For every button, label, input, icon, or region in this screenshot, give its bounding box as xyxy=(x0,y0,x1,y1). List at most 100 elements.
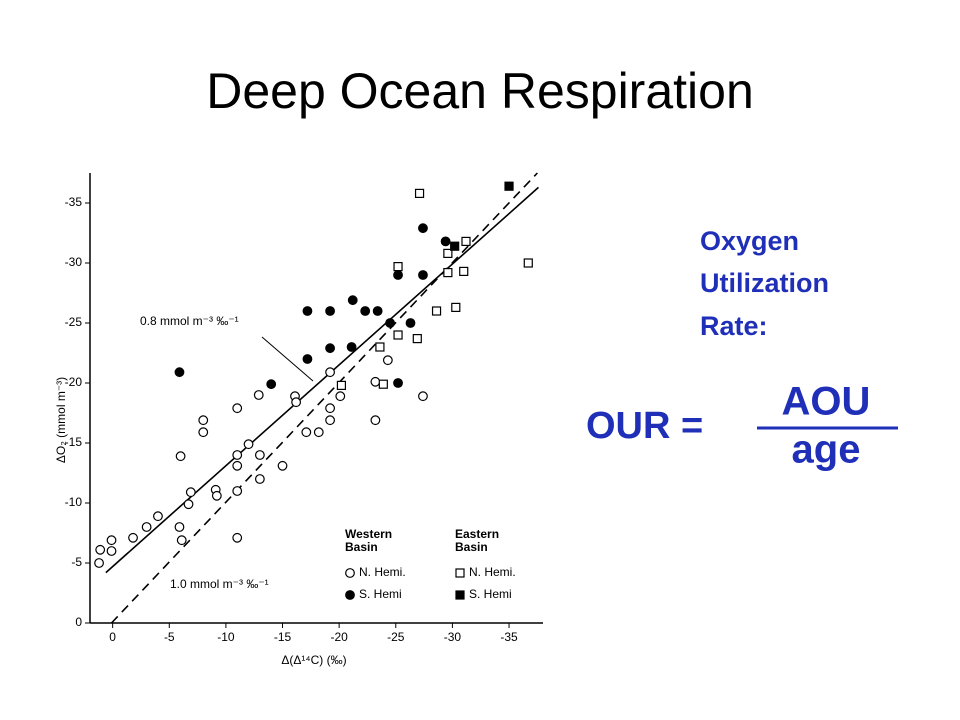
point xyxy=(385,318,396,328)
point xyxy=(325,403,335,414)
legend-label: S. Hemi xyxy=(469,587,512,601)
point xyxy=(232,450,243,460)
point xyxy=(431,306,442,316)
point xyxy=(325,367,335,378)
point xyxy=(393,330,403,340)
point xyxy=(232,403,243,414)
point xyxy=(370,415,381,426)
point xyxy=(382,355,393,366)
y-tick-label: -15 xyxy=(65,435,83,449)
legend-marker xyxy=(455,568,465,578)
point xyxy=(128,532,138,543)
point xyxy=(291,397,302,408)
legend-group-title: Western Basin xyxy=(345,527,393,554)
x-tick-label: -35 xyxy=(500,630,518,644)
point xyxy=(183,499,194,510)
point xyxy=(461,236,471,246)
formula-numerator: AOU xyxy=(782,380,871,424)
annotation: 1.0 mmol m⁻³ ‰⁻¹ xyxy=(170,577,269,591)
legend-marker xyxy=(345,568,355,578)
point xyxy=(153,511,163,522)
point xyxy=(176,535,187,546)
point xyxy=(504,181,514,191)
y-tick-label: -35 xyxy=(65,195,83,209)
formula-lhs: OUR = xyxy=(586,405,703,447)
fit-line xyxy=(110,172,538,624)
legend-group-title: Eastern Basin xyxy=(455,527,500,554)
point xyxy=(418,270,428,280)
x-tick-label: 0 xyxy=(109,630,116,644)
x-tick-label: -5 xyxy=(164,630,175,644)
point xyxy=(232,532,243,543)
point xyxy=(405,318,416,328)
annotation-leader xyxy=(261,336,314,382)
point xyxy=(393,378,403,388)
point xyxy=(106,546,117,556)
point xyxy=(198,427,209,438)
legend-label: N. Hemi. xyxy=(359,565,406,579)
point xyxy=(393,270,403,280)
y-axis-label: ΔO₂ (mmol m⁻³) xyxy=(54,377,68,463)
point xyxy=(211,490,222,501)
point xyxy=(412,334,422,344)
point xyxy=(277,460,288,471)
point xyxy=(174,522,185,532)
y-tick-label: 0 xyxy=(75,615,82,629)
x-tick-label: -20 xyxy=(330,630,348,644)
point xyxy=(451,302,461,312)
point xyxy=(443,248,453,258)
point xyxy=(302,354,313,364)
annotation: 0.8 mmol m⁻³ ‰⁻¹ xyxy=(140,314,239,328)
point xyxy=(325,306,335,316)
point xyxy=(141,522,152,532)
point xyxy=(325,343,335,354)
point xyxy=(266,379,277,390)
x-tick-label: -15 xyxy=(274,630,292,644)
point xyxy=(375,342,385,352)
point xyxy=(313,427,324,438)
point xyxy=(253,390,264,400)
point xyxy=(336,380,347,390)
x-tick-label: -10 xyxy=(217,630,235,644)
acronym-line: Rate: xyxy=(700,311,768,341)
fit-line xyxy=(105,186,540,574)
point xyxy=(232,486,243,496)
y-tick-label: -25 xyxy=(65,315,83,329)
point xyxy=(243,439,254,450)
y-tick-label: -5 xyxy=(71,555,82,569)
point xyxy=(174,367,185,378)
point xyxy=(372,306,383,316)
point xyxy=(378,379,388,389)
point xyxy=(301,427,312,438)
point xyxy=(414,188,425,198)
point xyxy=(106,535,117,546)
point xyxy=(254,450,265,460)
point xyxy=(185,487,196,498)
point xyxy=(325,415,335,426)
point xyxy=(302,306,313,316)
point xyxy=(443,268,453,278)
point xyxy=(370,376,381,387)
y-tick-label: -20 xyxy=(65,375,83,389)
x-axis-label: Δ(Δ¹⁴C) (‰) xyxy=(281,653,346,667)
point xyxy=(418,223,428,234)
slide-title: Deep Ocean Respiration xyxy=(206,63,754,119)
point xyxy=(393,262,403,272)
point xyxy=(450,241,460,251)
point xyxy=(440,236,451,247)
acronym-line: Utilization xyxy=(700,268,829,298)
point xyxy=(335,391,346,402)
point xyxy=(198,415,209,426)
y-tick-label: -10 xyxy=(65,495,83,509)
y-tick-label: -30 xyxy=(65,255,83,269)
point xyxy=(94,558,104,568)
point xyxy=(523,258,533,268)
formula-denominator: age xyxy=(792,428,861,472)
point xyxy=(360,306,371,316)
point xyxy=(254,474,265,484)
legend-marker xyxy=(455,590,465,600)
legend-label: N. Hemi. xyxy=(469,565,516,579)
legend-marker xyxy=(345,590,355,600)
